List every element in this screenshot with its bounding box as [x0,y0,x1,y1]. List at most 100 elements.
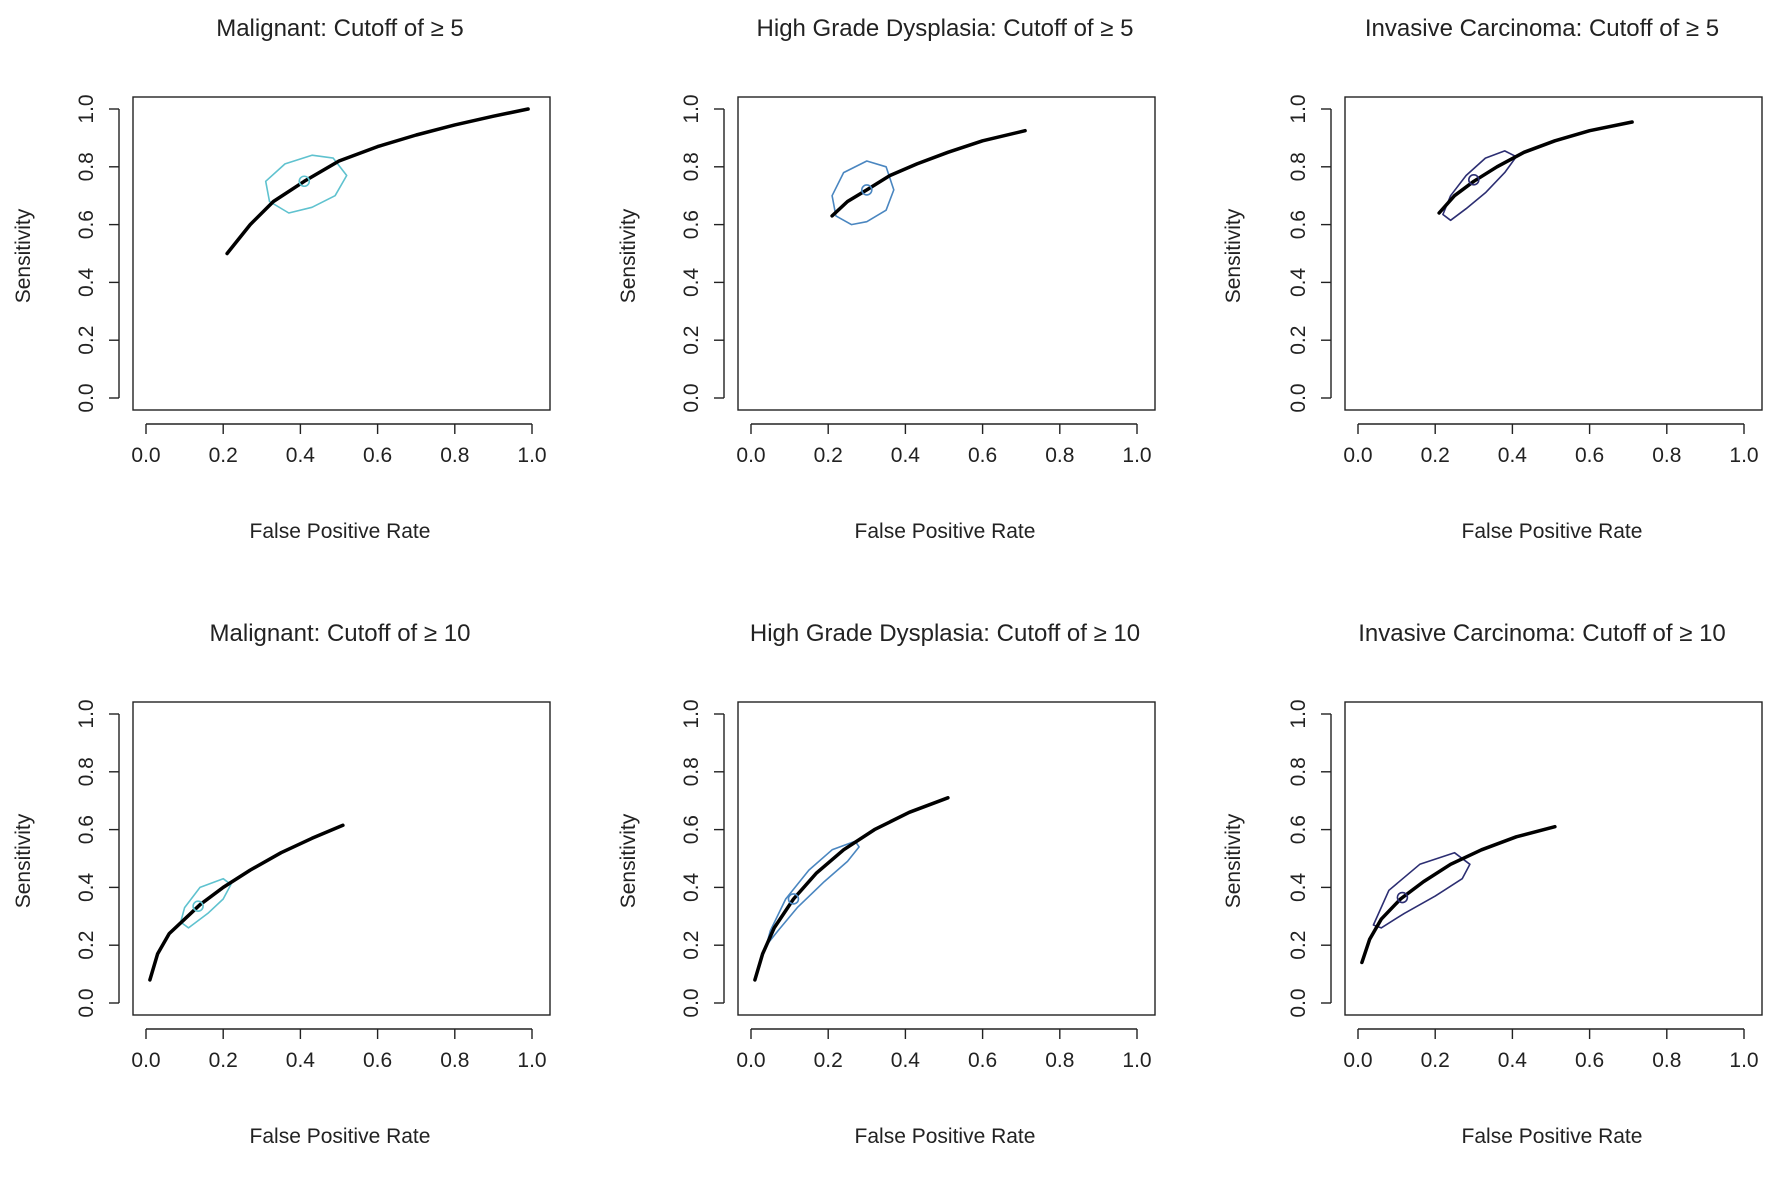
y-tick-label: 0.2 [75,931,98,960]
y-tick-label: 0.2 [75,326,98,355]
y-tick-label: 0.6 [680,815,703,844]
y-tick-label: 0.6 [75,815,98,844]
x-axis-label: False Positive Rate [1462,1125,1643,1148]
plot-area: 0.0 0.2 0.4 0.6 0.8 1.0 0.0 0.2 0.4 0.6 0.8 1.0 [680,699,1156,1072]
x-tick-label: 0.2 [209,1049,238,1072]
summary-point [1467,174,1480,186]
x-tick-label: 0.4 [1498,1049,1528,1072]
plot-area: 0.0 0.2 0.4 0.6 0.8 1.0 0.0 0.2 0.4 0.6 0.8 1.0 [75,699,551,1072]
confidence-region [1372,851,1471,929]
chart-svg: Invasive Carcinoma: Cutoff of ≥ 10 Sensi… [1222,620,1763,1148]
x-tick-label: 0.8 [440,444,469,467]
x-tick-label: 0.8 [1652,1049,1681,1072]
y-tick-label: 0.6 [1287,210,1310,239]
x-axis-label: False Positive Rate [855,520,1036,543]
y-tick-label: 0.6 [75,210,98,239]
plot-frame [1344,96,1763,411]
x-tick-label: 0.6 [968,444,997,467]
x-tick-label: 0.4 [1498,444,1528,467]
y-tick-label: 1.0 [1287,94,1310,123]
y-tick-label: 0.4 [680,872,703,902]
y-tick-label: 1.0 [75,94,98,123]
plot-area: 0.0 0.2 0.4 0.6 0.8 1.0 0.0 0.2 0.4 0.6 0.8 1.0 [1287,699,1763,1072]
chart-svg: Malignant: Cutoff of ≥ 10 Sensitivity Fa… [12,620,551,1148]
x-tick-label: 1.0 [517,444,546,467]
chart-title: Malignant: Cutoff of ≥ 5 [216,15,464,42]
y-tick-label: 0.4 [1287,872,1310,902]
x-tick-label: 1.0 [1122,1049,1151,1072]
x-tick-label: 0.6 [363,1049,392,1072]
y-tick-label: 0.0 [75,383,98,412]
summary-point [787,893,800,905]
chart-svg: High Grade Dysplasia: Cutoff of ≥ 10 Sen… [617,620,1156,1148]
chart-title: High Grade Dysplasia: Cutoff of ≥ 5 [757,15,1134,42]
y-tick-label: 0.6 [680,210,703,239]
y-tick-label: 0.4 [1287,267,1310,297]
panel-invasive-carcinoma-cutoff-5: Invasive Carcinoma: Cutoff of ≥ 5 Sensit… [1180,0,1772,580]
y-tick-label: 0.4 [75,267,98,297]
x-tick-label: 0.4 [891,444,921,467]
y-tick-label: 0.2 [680,326,703,355]
y-tick-label: 1.0 [680,699,703,728]
y-axis-label: Sensitivity [12,208,35,303]
y-tick-label: 0.8 [75,757,98,786]
sroc-curve [1437,120,1634,215]
sroc-curve [830,128,1027,218]
panel-high-grade-dysplasia-cutoff-10: High Grade Dysplasia: Cutoff of ≥ 10 Sen… [605,605,1197,1185]
chart-svg: High Grade Dysplasia: Cutoff of ≥ 5 Sens… [617,15,1156,543]
panel-malignant-cutoff-10: Malignant: Cutoff of ≥ 10 Sensitivity Fa… [0,605,592,1185]
y-tick-label: 0.8 [680,757,703,786]
y-tick-label: 0.2 [680,931,703,960]
summary-point [860,184,873,196]
y-tick-label: 0.0 [75,988,98,1017]
sroc-curve [1360,824,1557,965]
summary-point [192,900,204,912]
x-tick-label: 1.0 [1729,444,1758,467]
x-tick-label: 0.8 [440,1049,469,1072]
plot-area: 0.0 0.2 0.4 0.6 0.8 1.0 0.0 0.2 0.4 0.6 0.8 1.0 [680,94,1156,467]
x-tick-label: 0.8 [1045,444,1074,467]
sroc-curve [225,107,530,256]
chart-title: Malignant: Cutoff of ≥ 10 [210,620,471,647]
confidence-region [765,840,860,946]
x-tick-label: 0.6 [1575,1049,1604,1072]
chart-title: High Grade Dysplasia: Cutoff of ≥ 10 [750,620,1140,647]
x-tick-label: 0.0 [736,1049,765,1072]
sroc-curve [753,796,950,982]
y-tick-label: 0.0 [1287,988,1310,1017]
y-axis-label: Sensitivity [12,813,35,908]
x-tick-label: 0.8 [1652,444,1681,467]
x-axis-label: False Positive Rate [855,1125,1036,1148]
x-tick-label: 0.0 [736,444,765,467]
y-tick-label: 0.0 [680,383,703,412]
chart-title: Invasive Carcinoma: Cutoff of ≥ 5 [1365,15,1719,42]
x-tick-label: 0.6 [363,444,392,467]
plot-area: 0.0 0.2 0.4 0.6 0.8 1.0 0.0 0.2 0.4 0.6 0.8 1.0 [75,94,551,467]
figure: Malignant: Cutoff of ≥ 5 Sensitivity Fal… [0,0,1772,1148]
x-tick-label: 0.0 [131,1049,160,1072]
x-tick-label: 0.6 [1575,444,1604,467]
x-axis-label: False Positive Rate [250,1125,431,1148]
plot-frame [132,96,551,411]
y-axis-label: Sensitivity [1222,208,1245,303]
y-tick-label: 0.8 [75,152,98,181]
x-tick-label: 0.6 [968,1049,997,1072]
x-tick-label: 0.8 [1045,1049,1074,1072]
x-tick-label: 1.0 [1122,444,1151,467]
x-tick-label: 0.2 [1421,444,1450,467]
x-axis-label: False Positive Rate [250,520,431,543]
y-tick-label: 1.0 [1287,699,1310,728]
y-tick-label: 0.4 [680,267,703,297]
panel-high-grade-dysplasia-cutoff-5: High Grade Dysplasia: Cutoff of ≥ 5 Sens… [605,0,1197,580]
plot-frame [737,701,1156,1016]
plot-area: 0.0 0.2 0.4 0.6 0.8 1.0 0.0 0.2 0.4 0.6 0.8 1.0 [1287,94,1763,467]
y-tick-label: 0.2 [1287,326,1310,355]
panel-malignant-cutoff-5: Malignant: Cutoff of ≥ 5 Sensitivity Fal… [0,0,592,580]
plot-frame [1344,701,1763,1016]
y-axis-label: Sensitivity [617,208,640,303]
y-tick-label: 0.8 [1287,757,1310,786]
x-tick-label: 0.4 [286,1049,316,1072]
y-tick-label: 1.0 [75,699,98,728]
y-tick-label: 0.0 [1287,383,1310,412]
chart-svg: Invasive Carcinoma: Cutoff of ≥ 5 Sensit… [1222,15,1763,543]
